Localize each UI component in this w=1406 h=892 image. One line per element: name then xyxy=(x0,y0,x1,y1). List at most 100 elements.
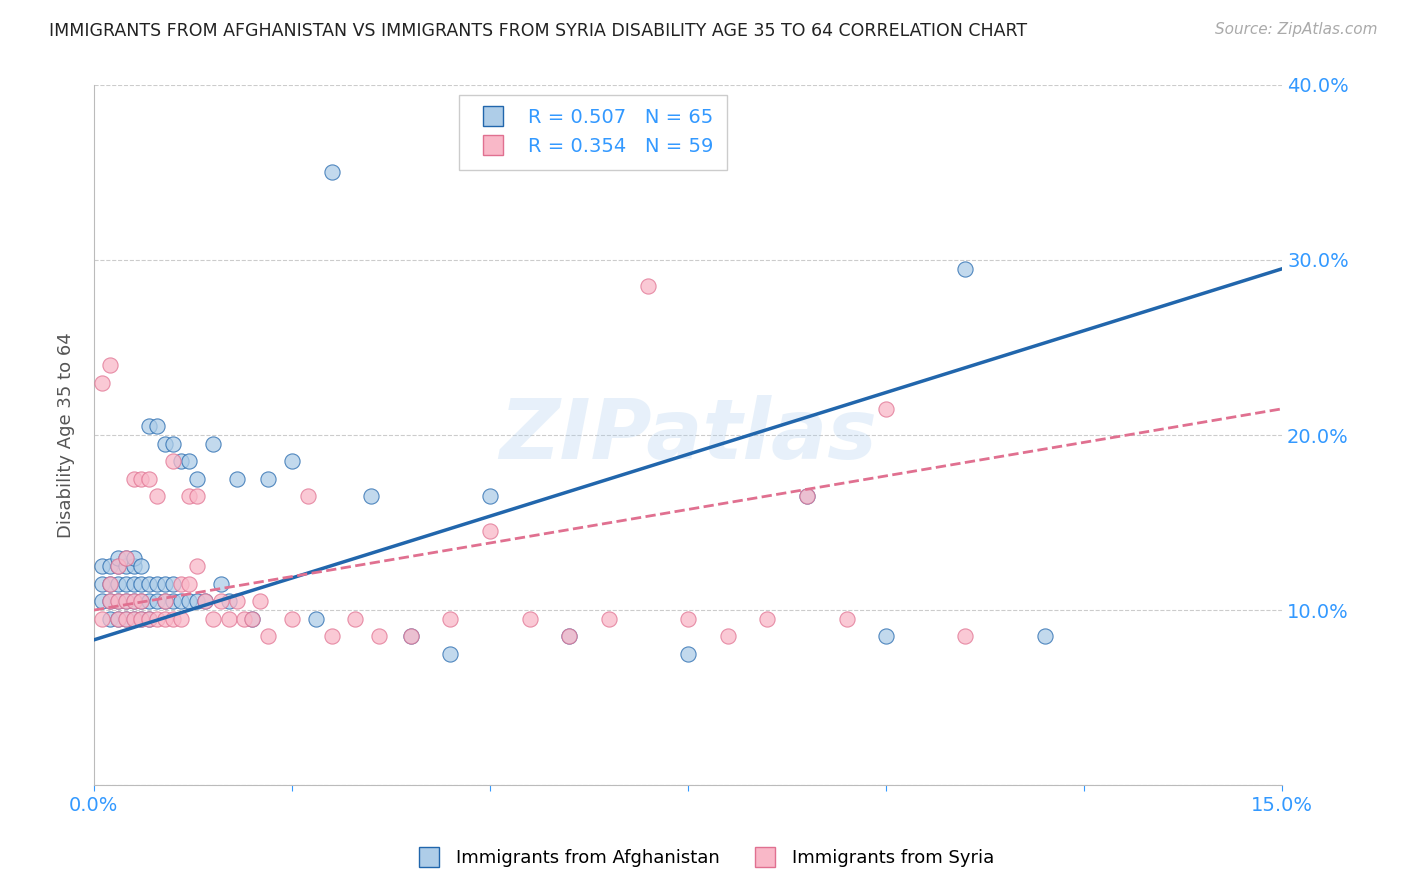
Point xyxy=(233,612,256,626)
Point xyxy=(90,559,112,574)
Point xyxy=(297,489,319,503)
Point xyxy=(201,612,224,626)
Point xyxy=(155,437,177,451)
Point xyxy=(131,559,153,574)
Point xyxy=(177,577,200,591)
Point xyxy=(257,629,280,643)
Point xyxy=(796,489,818,503)
Point xyxy=(146,489,169,503)
Point xyxy=(122,577,145,591)
Point xyxy=(162,612,184,626)
Point xyxy=(177,594,200,608)
Point xyxy=(122,594,145,608)
Point xyxy=(98,594,121,608)
Point xyxy=(98,559,121,574)
Point xyxy=(186,489,208,503)
Point xyxy=(98,577,121,591)
Point xyxy=(107,559,129,574)
Point xyxy=(796,489,818,503)
Point xyxy=(107,612,129,626)
Point xyxy=(170,454,193,468)
Point xyxy=(399,629,422,643)
Point xyxy=(155,577,177,591)
Point xyxy=(107,559,129,574)
Point xyxy=(186,594,208,608)
Point xyxy=(107,612,129,626)
Point xyxy=(955,261,977,276)
Point xyxy=(368,629,391,643)
Point xyxy=(756,612,779,626)
Point xyxy=(558,629,581,643)
Point xyxy=(138,472,160,486)
Point xyxy=(676,612,699,626)
Point xyxy=(155,594,177,608)
Point xyxy=(321,165,343,179)
Point xyxy=(955,629,977,643)
Point xyxy=(146,419,169,434)
Point xyxy=(281,612,304,626)
Point xyxy=(598,612,620,626)
Point xyxy=(122,559,145,574)
Point xyxy=(225,472,247,486)
Point xyxy=(107,577,129,591)
Point xyxy=(201,437,224,451)
Point xyxy=(138,594,160,608)
Point xyxy=(131,594,153,608)
Point xyxy=(209,594,232,608)
Point xyxy=(162,594,184,608)
Point xyxy=(439,647,461,661)
Point xyxy=(399,629,422,643)
Point xyxy=(835,612,858,626)
Text: IMMIGRANTS FROM AFGHANISTAN VS IMMIGRANTS FROM SYRIA DISABILITY AGE 35 TO 64 COR: IMMIGRANTS FROM AFGHANISTAN VS IMMIGRANT… xyxy=(49,22,1028,40)
Point xyxy=(131,594,153,608)
Point xyxy=(875,401,897,416)
Point xyxy=(155,612,177,626)
Point xyxy=(90,376,112,390)
Point xyxy=(637,279,659,293)
Point xyxy=(249,594,271,608)
Point xyxy=(131,612,153,626)
Legend: R = 0.507   N = 65, R = 0.354   N = 59: R = 0.507 N = 65, R = 0.354 N = 59 xyxy=(460,95,727,169)
Point xyxy=(146,594,169,608)
Point xyxy=(875,629,897,643)
Point xyxy=(281,454,304,468)
Point xyxy=(439,612,461,626)
Point xyxy=(479,524,502,539)
Point xyxy=(170,594,193,608)
Point xyxy=(305,612,328,626)
Point xyxy=(131,577,153,591)
Point xyxy=(138,577,160,591)
Point xyxy=(240,612,263,626)
Point xyxy=(177,489,200,503)
Point xyxy=(98,358,121,372)
Point xyxy=(90,577,112,591)
Point xyxy=(107,594,129,608)
Point xyxy=(321,629,343,643)
Point xyxy=(519,612,541,626)
Point xyxy=(138,612,160,626)
Point xyxy=(90,594,112,608)
Point xyxy=(194,594,217,608)
Point xyxy=(114,594,136,608)
Point xyxy=(194,594,217,608)
Point xyxy=(162,437,184,451)
Legend: Immigrants from Afghanistan, Immigrants from Syria: Immigrants from Afghanistan, Immigrants … xyxy=(404,842,1002,874)
Point xyxy=(114,594,136,608)
Point xyxy=(146,612,169,626)
Point xyxy=(170,577,193,591)
Point xyxy=(131,472,153,486)
Point xyxy=(114,559,136,574)
Point xyxy=(138,612,160,626)
Point xyxy=(114,612,136,626)
Point xyxy=(107,594,129,608)
Point xyxy=(114,550,136,565)
Point xyxy=(558,629,581,643)
Point xyxy=(122,472,145,486)
Point xyxy=(186,472,208,486)
Point xyxy=(114,612,136,626)
Point xyxy=(170,612,193,626)
Text: Source: ZipAtlas.com: Source: ZipAtlas.com xyxy=(1215,22,1378,37)
Point xyxy=(162,577,184,591)
Point xyxy=(676,647,699,661)
Point xyxy=(209,577,232,591)
